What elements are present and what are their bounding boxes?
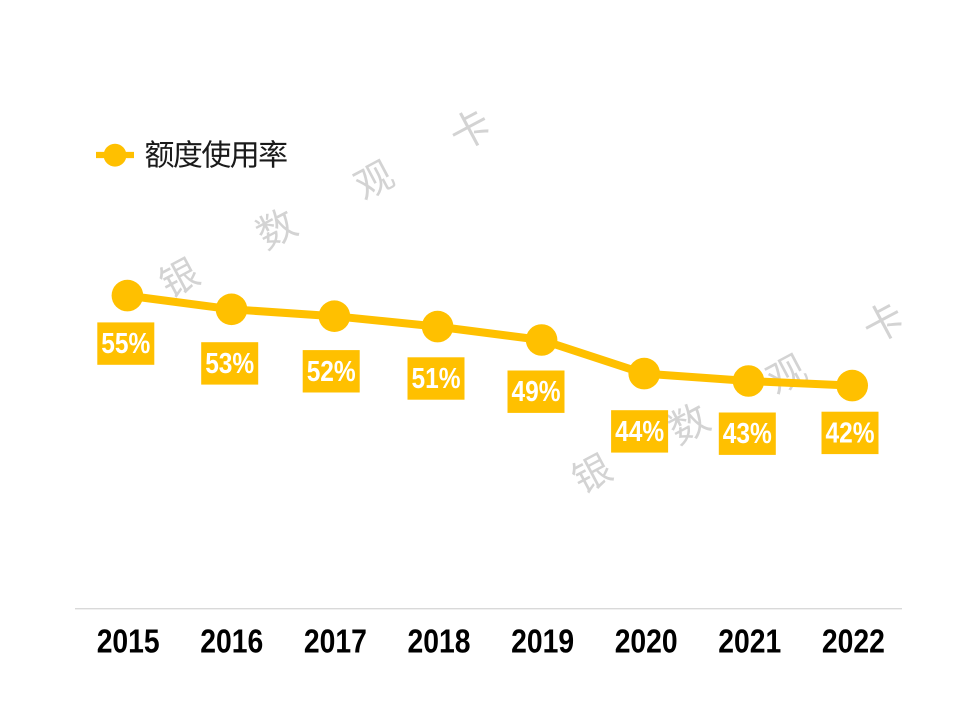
svg-text:2020: 2020 [615, 623, 678, 660]
svg-text:2021: 2021 [718, 623, 781, 660]
svg-text:51%: 51% [412, 363, 461, 395]
svg-text:52%: 52% [307, 356, 356, 388]
svg-text:2018: 2018 [408, 623, 471, 660]
svg-text:2022: 2022 [822, 623, 885, 660]
svg-text:43%: 43% [723, 418, 772, 450]
svg-text:42%: 42% [826, 417, 875, 449]
svg-text:55%: 55% [101, 328, 150, 360]
svg-text:2015: 2015 [97, 623, 160, 660]
svg-text:44%: 44% [615, 416, 664, 448]
svg-text:53%: 53% [205, 348, 254, 380]
svg-text:2016: 2016 [200, 623, 263, 660]
svg-text:2017: 2017 [304, 623, 367, 660]
svg-text:49%: 49% [512, 376, 561, 408]
svg-text:2019: 2019 [511, 623, 574, 660]
